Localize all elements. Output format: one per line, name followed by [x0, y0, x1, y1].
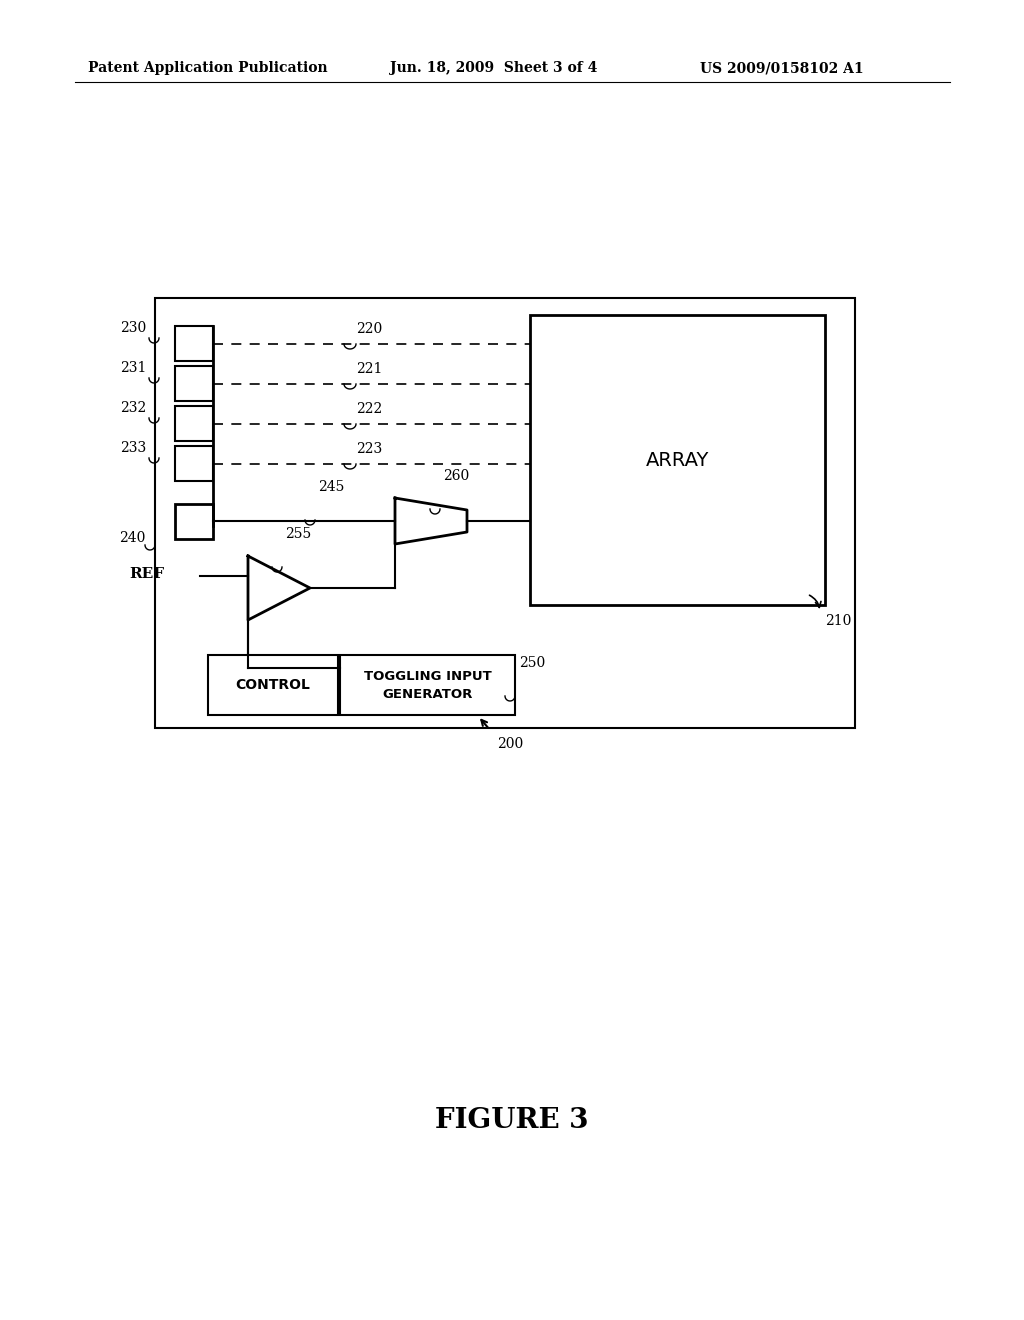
Bar — [175, 407, 213, 441]
Text: ARRAY: ARRAY — [646, 450, 710, 470]
Text: 223: 223 — [356, 442, 382, 455]
Text: 200: 200 — [497, 737, 523, 751]
Text: 231: 231 — [120, 360, 146, 375]
Text: 220: 220 — [356, 322, 382, 337]
Text: 260: 260 — [443, 469, 469, 483]
Text: 230: 230 — [120, 321, 146, 335]
Text: Jun. 18, 2009  Sheet 3 of 4: Jun. 18, 2009 Sheet 3 of 4 — [390, 61, 597, 75]
Bar — [208, 655, 338, 715]
Bar — [175, 326, 213, 360]
Bar — [175, 504, 213, 539]
Text: 245: 245 — [318, 480, 344, 494]
Text: 232: 232 — [120, 401, 146, 414]
Text: 250: 250 — [519, 656, 545, 671]
Text: GENERATOR: GENERATOR — [382, 689, 473, 701]
Text: 240: 240 — [119, 531, 145, 545]
Text: 210: 210 — [825, 614, 851, 628]
Bar — [340, 655, 515, 715]
Text: 221: 221 — [356, 362, 382, 376]
Text: Patent Application Publication: Patent Application Publication — [88, 61, 328, 75]
Bar — [175, 366, 213, 401]
Text: FIGURE 3: FIGURE 3 — [435, 1106, 589, 1134]
Text: REF: REF — [129, 568, 164, 581]
Text: TOGGLING INPUT: TOGGLING INPUT — [364, 671, 492, 684]
Text: 222: 222 — [356, 403, 382, 416]
Bar — [530, 315, 825, 605]
Text: 233: 233 — [120, 441, 146, 455]
Bar — [155, 298, 855, 729]
Bar — [175, 446, 213, 480]
Text: US 2009/0158102 A1: US 2009/0158102 A1 — [700, 61, 863, 75]
Text: CONTROL: CONTROL — [236, 678, 310, 692]
Text: 255: 255 — [285, 527, 311, 541]
